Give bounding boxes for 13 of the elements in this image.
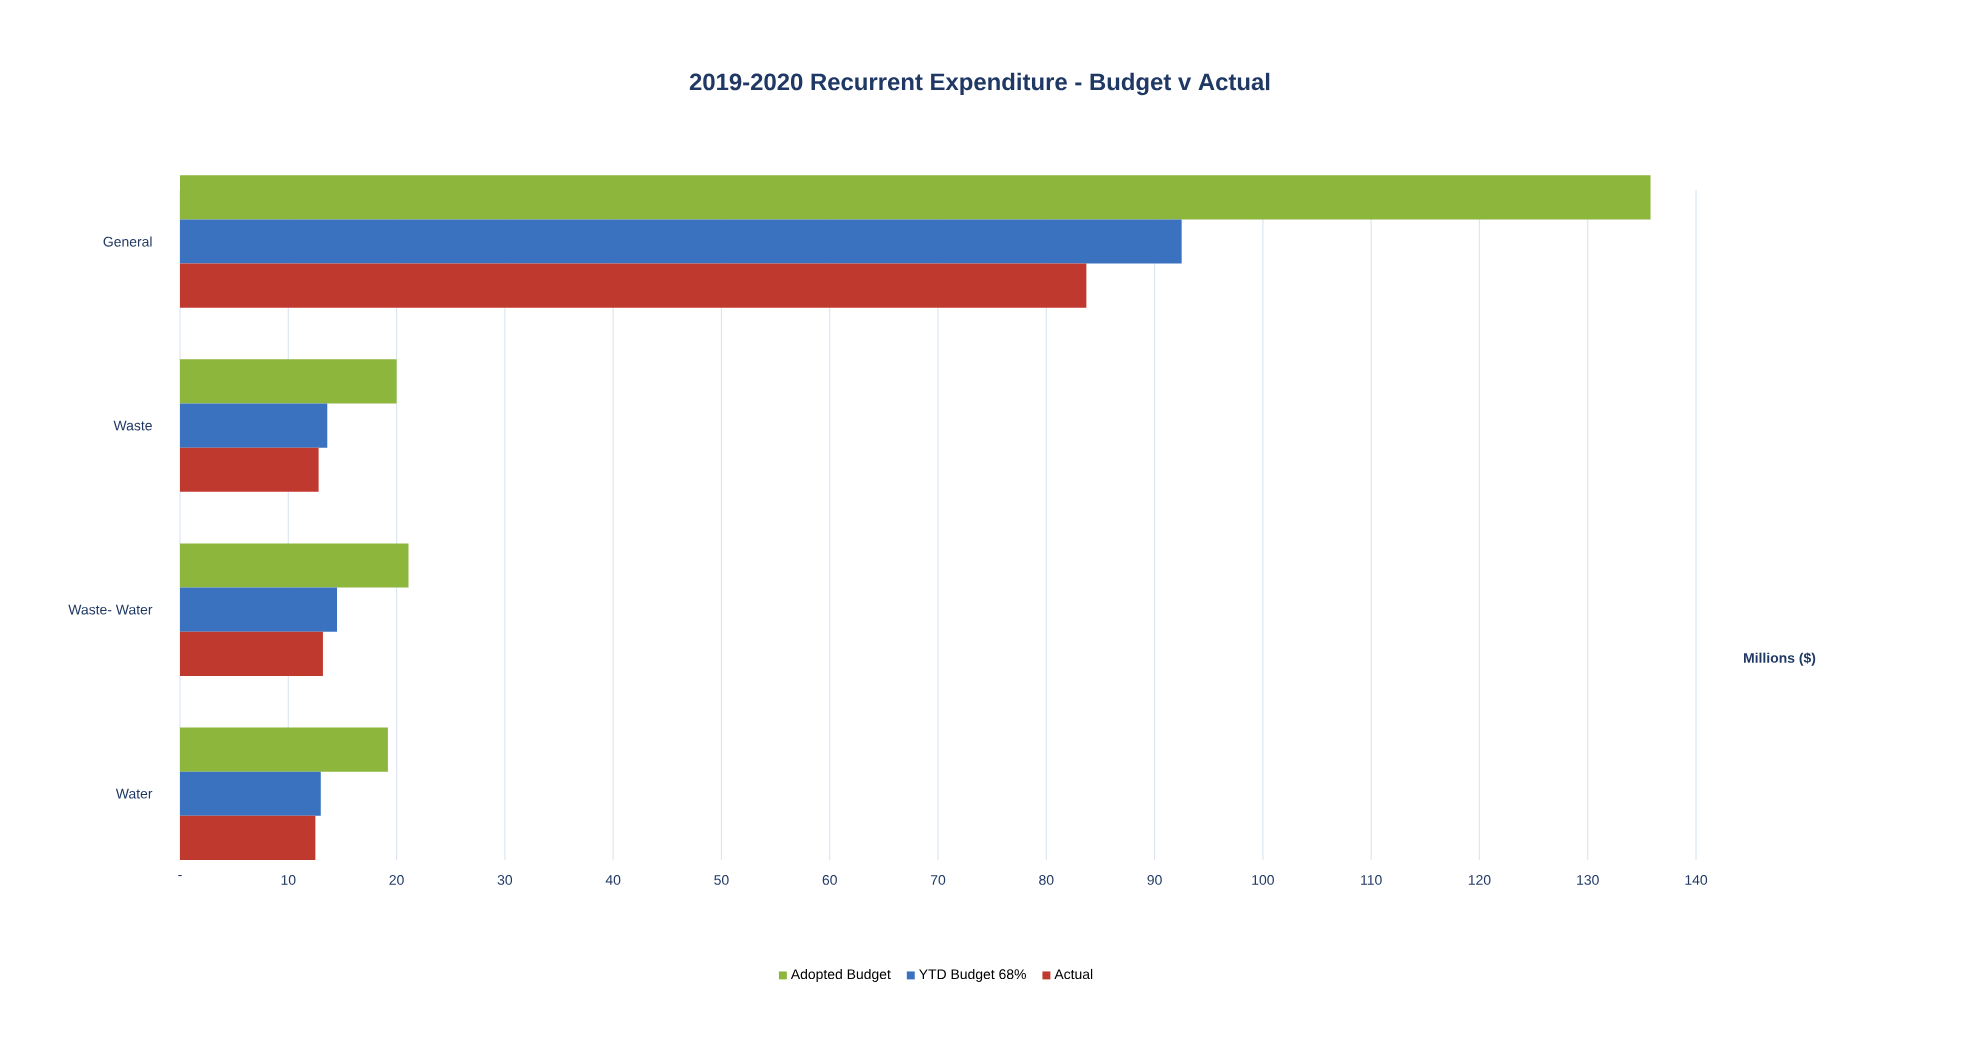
bar [180, 815, 316, 860]
bar [180, 219, 1182, 264]
bar [180, 543, 409, 588]
bar [180, 175, 1651, 220]
bar [180, 771, 321, 816]
bar [180, 359, 397, 404]
bar [180, 403, 328, 448]
bar [180, 727, 388, 772]
bar [180, 631, 323, 676]
bar [180, 447, 319, 492]
bar [180, 587, 338, 632]
bar [180, 263, 1087, 308]
chart-title: 2019-2020 Recurrent Expenditure - Budget v Actual [689, 72, 1270, 96]
